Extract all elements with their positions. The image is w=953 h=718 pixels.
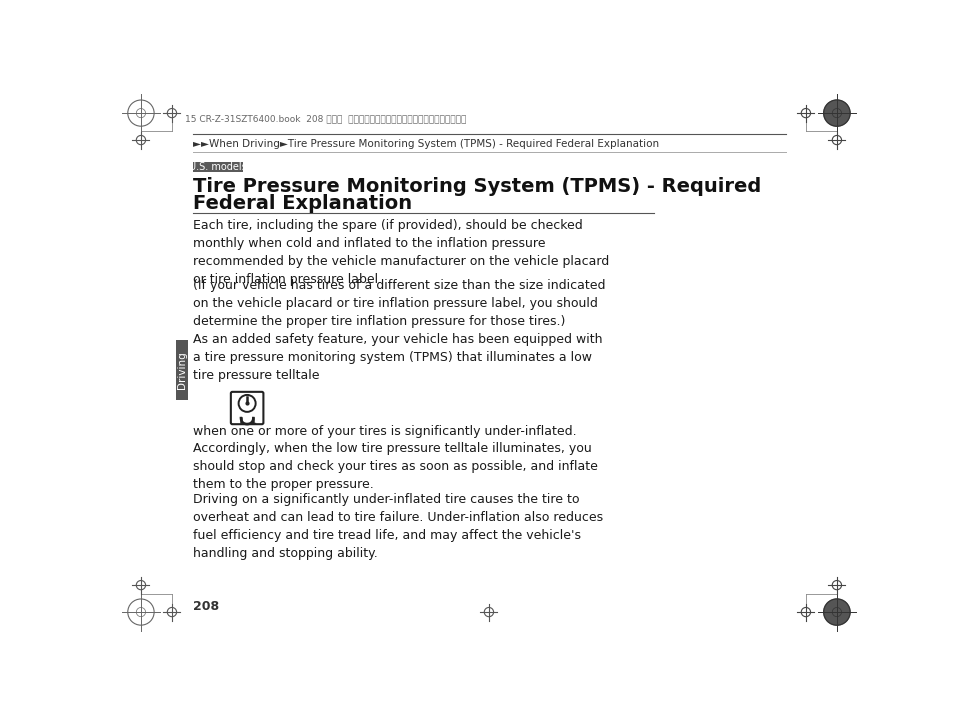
FancyBboxPatch shape	[231, 392, 263, 424]
Text: when one or more of your tires is significantly under-inflated.: when one or more of your tires is signif…	[193, 425, 576, 438]
Circle shape	[822, 599, 849, 625]
Text: (If your vehicle has tires of a different size than the size indicated
on the ve: (If your vehicle has tires of a differen…	[193, 279, 605, 327]
FancyBboxPatch shape	[175, 340, 188, 401]
Text: As an added safety feature, your vehicle has been equipped with
a tire pressure : As an added safety feature, your vehicle…	[193, 332, 601, 381]
FancyBboxPatch shape	[193, 162, 243, 172]
Circle shape	[822, 100, 849, 126]
Text: Driving: Driving	[177, 351, 187, 389]
Text: 15 CR-Z-31SZT6400.book  208 ページ  　２０１４年８月１日　金曜日　午後１時５９分: 15 CR-Z-31SZT6400.book 208 ページ ２０１４年８月１日…	[185, 115, 466, 123]
Text: Each tire, including the spare (if provided), should be checked
monthly when col: Each tire, including the spare (if provi…	[193, 218, 608, 286]
Text: Accordingly, when the low tire pressure telltale illuminates, you
should stop an: Accordingly, when the low tire pressure …	[193, 442, 598, 491]
Text: U.S. models: U.S. models	[189, 162, 247, 172]
Text: Driving on a significantly under-inflated tire causes the tire to
overheat and c: Driving on a significantly under-inflate…	[193, 493, 602, 560]
Text: ►►When Driving►Tire Pressure Monitoring System (TPMS) - Required Federal Explana: ►►When Driving►Tire Pressure Monitoring …	[193, 139, 659, 149]
Text: 208: 208	[193, 600, 219, 613]
Text: Tire Pressure Monitoring System (TPMS) - Required: Tire Pressure Monitoring System (TPMS) -…	[193, 177, 760, 196]
Text: Federal Explanation: Federal Explanation	[193, 194, 412, 213]
